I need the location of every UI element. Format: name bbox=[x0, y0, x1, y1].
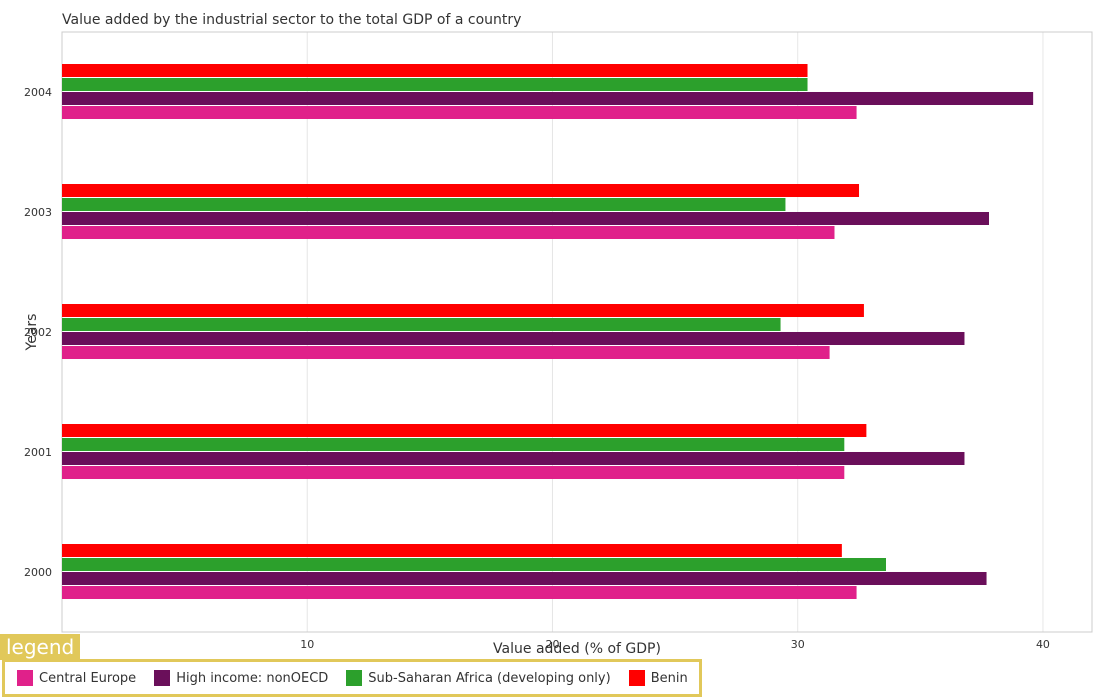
legend: Central Europe High income: nonOECD Sub-… bbox=[2, 659, 702, 697]
x-tick-label: 30 bbox=[791, 638, 805, 651]
bar bbox=[62, 438, 845, 451]
x-tick-label: 20 bbox=[545, 638, 559, 651]
bar bbox=[62, 318, 781, 331]
y-tick-label: 2003 bbox=[24, 206, 52, 219]
legend-swatch bbox=[17, 670, 33, 686]
bar bbox=[62, 572, 987, 585]
bar bbox=[62, 64, 808, 77]
legend-swatch bbox=[154, 670, 171, 686]
y-tick-label: 2001 bbox=[24, 446, 52, 459]
bar bbox=[62, 184, 860, 197]
bar bbox=[62, 106, 857, 119]
bar bbox=[62, 198, 786, 211]
y-tick-label: 2002 bbox=[24, 326, 52, 339]
legend-item-high-income-nonoecd: High income: nonOECD bbox=[154, 670, 328, 686]
x-axis-title: Value added (% of GDP) bbox=[493, 641, 661, 657]
bars bbox=[62, 64, 1034, 599]
legend-swatch bbox=[346, 670, 363, 686]
y-tick-label: 2004 bbox=[24, 86, 52, 99]
bar bbox=[62, 332, 965, 345]
bar bbox=[62, 424, 867, 437]
legend-item-sub-saharan-africa: Sub-Saharan Africa (developing only) bbox=[346, 670, 611, 686]
chart-title: Value added by the industrial sector to … bbox=[62, 12, 521, 28]
bar bbox=[62, 226, 835, 239]
bar bbox=[62, 466, 845, 479]
legend-label: Sub-Saharan Africa (developing only) bbox=[368, 670, 611, 686]
y-tick-labels: 2000 2001 2002 2003 2004 bbox=[24, 86, 52, 579]
x-tick-label: 40 bbox=[1036, 638, 1050, 651]
legend-item-central-europe: Central Europe bbox=[17, 670, 136, 686]
bar bbox=[62, 92, 1034, 105]
legend-label: Central Europe bbox=[39, 670, 137, 686]
bar bbox=[62, 452, 965, 465]
legend-label: Benin bbox=[650, 670, 688, 686]
legend-item-benin: Benin bbox=[628, 670, 688, 686]
legend-title: legend bbox=[0, 634, 81, 660]
bar bbox=[62, 586, 857, 599]
bar bbox=[62, 346, 830, 359]
bar bbox=[62, 544, 842, 557]
legend-swatch bbox=[628, 670, 645, 686]
bar bbox=[62, 558, 886, 571]
bar bbox=[62, 304, 864, 317]
y-axis-title: Years bbox=[24, 314, 40, 352]
bar bbox=[62, 212, 989, 225]
legend-label: High income: nonOECD bbox=[176, 670, 329, 686]
x-tick-label: 10 bbox=[300, 638, 314, 651]
y-tick-label: 2000 bbox=[24, 566, 52, 579]
bar bbox=[62, 78, 808, 91]
